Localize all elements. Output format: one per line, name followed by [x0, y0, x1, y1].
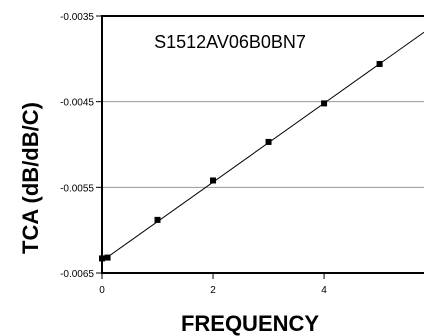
y-tick-label-3: -0.0065: [60, 269, 94, 280]
chart-title: S1512AV06B0BN7: [154, 32, 306, 52]
x-tick-label-1: 2: [210, 285, 216, 296]
x-tick-labels: 0 2 4: [99, 273, 327, 296]
plot-frame: [101, 15, 424, 274]
data-point-0-4: [265, 138, 272, 145]
y-axis-label: TCA (dB/dB/C): [18, 102, 43, 254]
data-point-0-6: [376, 60, 383, 67]
data-point-0-1: [104, 254, 111, 261]
x-tick-label-0: 0: [99, 285, 105, 296]
x-tick-label-2: 4: [321, 285, 327, 296]
data-point-0-5: [321, 100, 328, 107]
y-tick-labels: -0.0035 -0.0045 -0.0055 -0.0065: [60, 12, 102, 280]
y-tick-label-1: -0.0045: [60, 98, 94, 109]
data-point-0-2: [154, 216, 161, 223]
y-tick-label-2: -0.0055: [60, 183, 94, 194]
x-axis-label: FREQUENCY: [181, 311, 319, 336]
data-point-0-3: [210, 177, 217, 184]
y-tick-label-0: -0.0035: [60, 12, 94, 23]
